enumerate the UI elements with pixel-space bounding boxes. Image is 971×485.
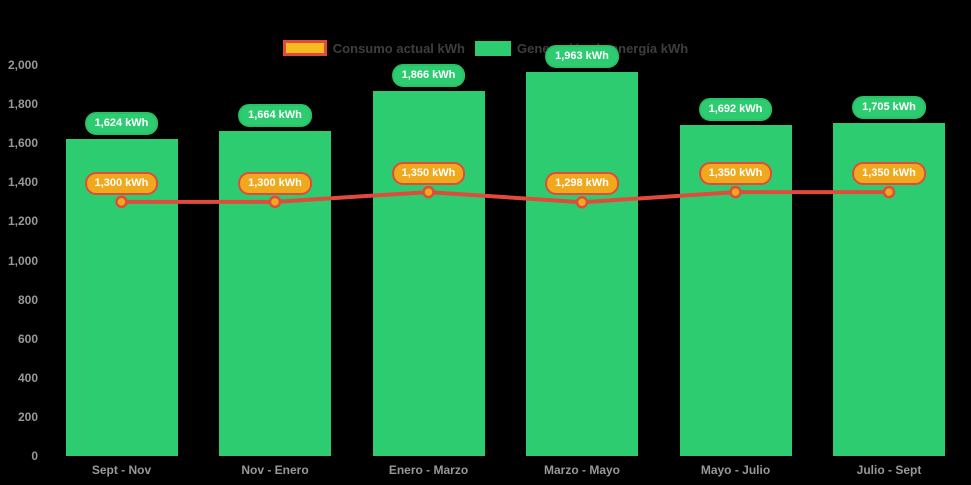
y-axis-tick-label-1400: 1,400 (7, 175, 38, 190)
bar-value-label-julio-sept: 1,705 kWh (852, 95, 926, 119)
y-axis-tick-label-0: 0 (31, 449, 38, 463)
line-marker-marzo-mayo[interactable] (575, 195, 589, 209)
x-axis-label-nov-enero: Nov - Enero (241, 463, 309, 477)
bar-value-label-nov-enero: 1,664 kWh (238, 103, 312, 127)
bar-series-swatch-icon (474, 40, 511, 56)
y-axis-tick-label-200: 200 (17, 409, 38, 424)
line-marker-sept-nov[interactable] (115, 195, 128, 209)
y-axis-tick-label-2000: 2,000 (7, 58, 38, 72)
line-value-label-sept-nov: 1,300 kWh (84, 171, 159, 195)
line-value-label-enero-marzo: 1,350 kWh (391, 162, 466, 186)
y-axis-tick-label-1000: 1,000 (7, 253, 38, 268)
x-axis-label-marzo-mayo: Marzo - Mayo (543, 463, 620, 477)
legend-item-consumo[interactable]: Consumo actual kWh (282, 40, 465, 56)
y-axis-tick-label-400: 400 (17, 370, 38, 385)
x-axis-label-julio-sept: Julio - Sept (856, 463, 922, 477)
bar-enero-marzo[interactable] (372, 91, 485, 456)
bar-value-label-mayo-julio: 1,692 kWh (698, 98, 773, 122)
line-marker-mayo-julio[interactable] (729, 185, 742, 199)
bar-marzo-mayo[interactable] (526, 72, 638, 456)
line-value-label-mayo-julio: 1,350 kWh (698, 162, 773, 186)
bar-value-label-sept-nov: 1,624 kWh (84, 111, 159, 135)
line-marker-nov-enero[interactable] (268, 195, 282, 209)
line-value-label-julio-sept: 1,350 kWh (852, 162, 926, 186)
y-axis-tick-label-800: 800 (17, 292, 38, 307)
line-marker-enero-marzo[interactable] (422, 185, 435, 199)
x-axis-label-mayo-julio: Mayo - Julio (700, 463, 771, 477)
line-value-label-marzo-mayo: 1,298 kWh (545, 172, 619, 196)
y-axis-tick-label-600: 600 (17, 331, 38, 346)
x-axis-label-sept-nov: Sept - Nov (91, 463, 152, 477)
legend-label-consumo: Consumo actual kWh (332, 40, 465, 56)
y-axis-tick-label-1200: 1,200 (7, 214, 38, 229)
line-marker-julio-sept[interactable] (882, 185, 896, 199)
legend: Consumo actual kWh Generación de energía… (0, 38, 971, 58)
bar-value-label-enero-marzo: 1,866 kWh (391, 64, 466, 88)
bar-value-label-marzo-mayo: 1,963 kWh (545, 45, 619, 69)
y-axis-tick-label-1600: 1,600 (7, 136, 38, 151)
y-axis-tick-label-1800: 1,800 (7, 97, 38, 112)
x-axis-label-enero-marzo: Enero - Marzo (388, 463, 469, 477)
line-series-swatch-icon (282, 40, 327, 56)
line-value-label-nov-enero: 1,300 kWh (238, 171, 312, 195)
